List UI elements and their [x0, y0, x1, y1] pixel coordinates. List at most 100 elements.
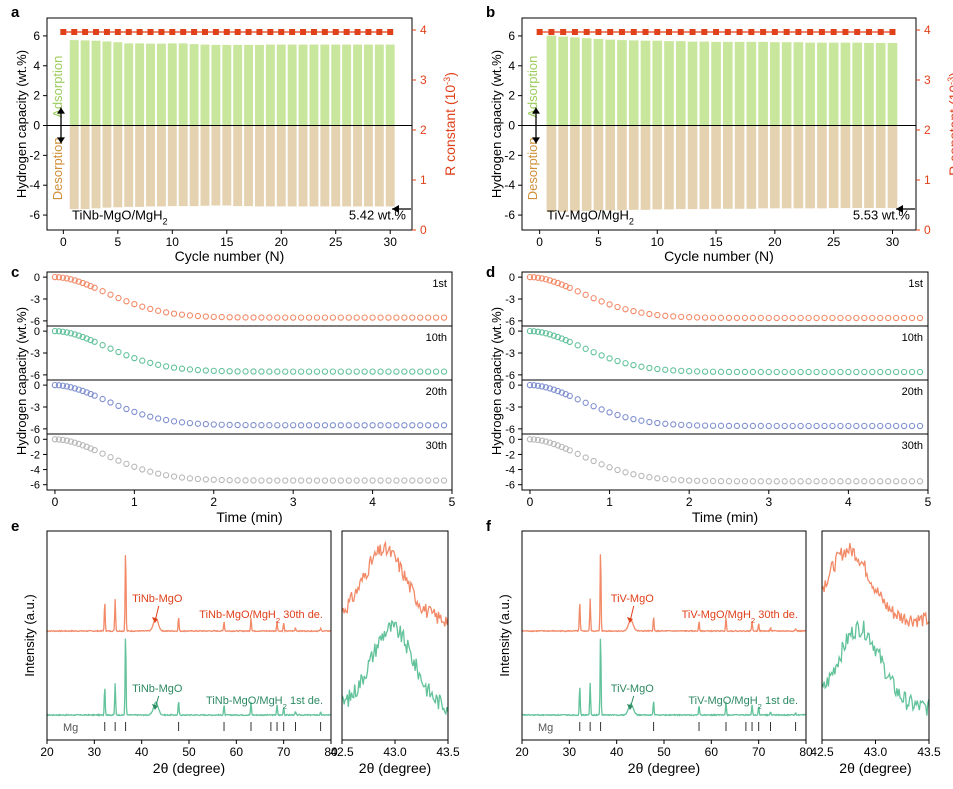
reference-label: Mg [63, 722, 78, 734]
adsorption-bar [222, 44, 232, 126]
kinetics-point [574, 450, 581, 458]
kinetics-point [861, 368, 868, 376]
kinetics-point [353, 314, 360, 321]
kinetics-point [337, 368, 344, 375]
adsorption-bar [167, 43, 177, 126]
kinetics-point [170, 473, 178, 480]
adsorption-bar [746, 41, 757, 126]
pattern-label-1st-sub: 2 [283, 702, 287, 711]
adsorption-bar [69, 40, 79, 126]
kinetics-point [654, 419, 661, 427]
kinetics-point [401, 422, 408, 429]
kinetics-point [765, 368, 772, 376]
kinetics-point [530, 382, 538, 389]
kinetics-point [432, 314, 440, 321]
kinetics-point [526, 327, 534, 335]
kinetics-point [155, 361, 162, 368]
pattern-label-30th: TiNb-MgO/MgH2 30th de. [199, 609, 323, 625]
desorption-bar [222, 125, 232, 206]
kinetics-point [630, 307, 637, 315]
kinetics-point [321, 422, 329, 429]
y-axis-title: Hydrogen capacity (wt.%) [489, 50, 504, 198]
kinetics-point [542, 276, 550, 283]
zoom-x-axis-title: 2θ (degree) [839, 760, 911, 776]
kinetics-point [670, 476, 677, 483]
kinetics-point [606, 409, 613, 416]
kinetics-point [741, 368, 749, 376]
kinetics-point [749, 368, 757, 376]
kinetics-point [861, 314, 868, 322]
adsorption-bar [687, 41, 698, 126]
kinetics-point [646, 310, 653, 318]
adsorption-bar [887, 42, 898, 126]
x-tick-label: 0 [536, 235, 543, 249]
desorption-bar [353, 125, 362, 207]
y2-tick-label: 4 [420, 23, 427, 37]
kinetics-point [226, 368, 233, 375]
pattern-label-1st: TiNb-MgO/MgH2 1st de. [206, 695, 323, 711]
kinetics-point [115, 457, 122, 464]
kinetics-point [202, 421, 209, 428]
kinetics-point [131, 354, 138, 362]
kinetics-point [55, 274, 63, 281]
x-tick-label: 1 [606, 495, 613, 509]
desorption-bar [385, 125, 395, 207]
kinetics-point [258, 368, 265, 375]
y-tick-label: -6 [505, 480, 515, 492]
kinetics-point [67, 384, 74, 391]
kinetics-point [266, 368, 273, 375]
kinetics-point [614, 303, 621, 311]
kinetics-point [630, 471, 637, 478]
kinetics-point [598, 298, 605, 305]
kinetics-point [709, 477, 717, 485]
kinetics-point [530, 436, 538, 443]
desorption-bar [113, 125, 123, 208]
kinetics-point [538, 437, 546, 444]
adsorption-bar [287, 44, 297, 126]
kinetics-point [194, 475, 202, 483]
kinetics-point [67, 276, 74, 283]
kinetics-point [234, 421, 241, 429]
kinetics-point [900, 478, 908, 485]
desorption-bar [887, 125, 898, 209]
kinetics-point [186, 475, 194, 482]
pointer-arrow-icon [626, 704, 633, 710]
kinetics-point [409, 368, 416, 375]
kinetics-point [87, 336, 94, 344]
kinetics-point [417, 422, 424, 429]
pointer-arrow-icon [151, 704, 158, 710]
desorption-bar [102, 125, 112, 208]
kinetics-point [425, 368, 432, 375]
kinetics-point [147, 413, 154, 420]
kinetics-point [274, 368, 281, 375]
kinetics-plot-frame [521, 271, 929, 491]
panel-label-c: c [11, 264, 19, 281]
kinetics-point [59, 436, 67, 444]
x-tick-label: 50 [182, 745, 196, 759]
kinetics-point [717, 422, 725, 429]
kinetics-point [282, 368, 289, 375]
y-axis-title: Intensity (a.u.) [497, 594, 512, 676]
kinetics-point [401, 314, 408, 321]
kinetics-point [590, 403, 597, 410]
kinetics-point [893, 368, 900, 376]
kinetics-point [558, 281, 565, 288]
kinetics-point [107, 399, 114, 406]
y2-tick-label: 4 [924, 23, 931, 37]
adsorption-bar [374, 44, 384, 126]
kinetics-point [554, 442, 561, 449]
kinetics-point [781, 478, 788, 485]
phase-label-bottom: TiNb-MgO [132, 683, 183, 695]
y-tick-label: 0 [509, 434, 515, 446]
kinetics-point [75, 440, 82, 448]
zoom-pattern-1st [821, 619, 930, 716]
kinetics-point [749, 478, 757, 485]
series-label-10th: 10th [426, 332, 447, 344]
left-arrow-icon [392, 205, 399, 213]
kinetics-point [155, 470, 162, 477]
adsorption-bar [793, 42, 804, 126]
kinetics-point [638, 309, 645, 316]
panel-label-e: e [11, 518, 19, 535]
y-axis-title: Hydrogen capacity (wt.%) [14, 307, 29, 455]
y-tick-label: 4 [508, 59, 515, 73]
